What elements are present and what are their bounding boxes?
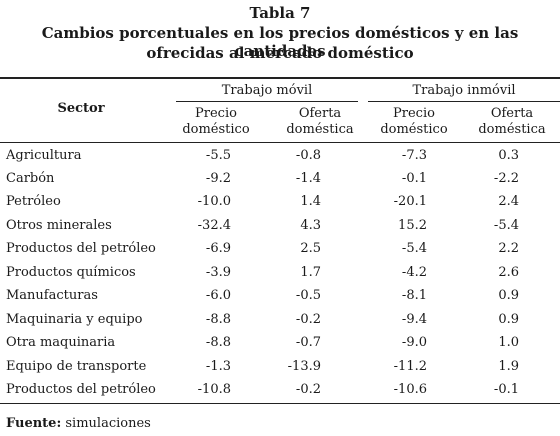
value-cell: -0.2 (295, 382, 321, 397)
col-header-line-1: Precio (195, 106, 237, 121)
group2-rule (368, 101, 560, 102)
col-header-line-2: doméstico (380, 122, 448, 137)
row-label: Manufacturas (6, 288, 98, 303)
group-header-trabajo-inmovil: Trabajo inmóvil (412, 83, 516, 98)
value-cell: -9.0 (401, 335, 427, 350)
value-cell: 0.9 (498, 288, 519, 303)
value-cell: -0.7 (295, 335, 321, 350)
value-cell: -9.2 (205, 171, 231, 186)
row-label: Agricultura (6, 148, 82, 163)
value-cell: -32.4 (197, 218, 231, 233)
value-cell: -8.1 (401, 288, 427, 303)
value-cell: 1.9 (498, 359, 519, 374)
value-cell: -5.4 (493, 218, 519, 233)
value-cell: -1.3 (205, 359, 231, 374)
value-cell: -7.3 (401, 148, 427, 163)
row-label: Petróleo (6, 194, 61, 209)
header-bottom-rule (0, 142, 560, 143)
value-cell: 2.4 (498, 194, 519, 209)
value-cell: -20.1 (393, 194, 427, 209)
col-header-oferta-inmovil: Oferta doméstica (470, 106, 554, 138)
col-header-line-1: Precio (393, 106, 435, 121)
row-label: Productos del petróleo (6, 382, 156, 397)
col-header-line-2: doméstica (286, 122, 354, 137)
value-cell: -0.1 (401, 171, 427, 186)
row-label: Productos químicos (6, 265, 136, 280)
col-header-line-1: Oferta (298, 106, 342, 121)
row-label: Carbón (6, 171, 55, 186)
value-cell: -8.8 (205, 335, 231, 350)
value-cell: 2.6 (498, 265, 519, 280)
value-cell: -10.0 (197, 194, 231, 209)
row-label: Productos del petróleo (6, 241, 156, 256)
value-cell: -5.4 (401, 241, 427, 256)
value-cell: -3.9 (205, 265, 231, 280)
value-cell: -1.4 (295, 171, 321, 186)
value-cell: -6.9 (205, 241, 231, 256)
value-cell: -4.2 (401, 265, 427, 280)
col-header-oferta-movil: Oferta doméstica (280, 106, 360, 138)
row-label: Otros minerales (6, 218, 112, 233)
value-cell: -5.5 (205, 148, 231, 163)
value-cell: -6.0 (205, 288, 231, 303)
col-header-line-2: doméstica (478, 122, 546, 137)
row-label: Otra maquinaria (6, 335, 116, 350)
value-cell: -0.8 (295, 148, 321, 163)
row-label: Equipo de transporte (6, 359, 147, 374)
value-cell: 4.3 (300, 218, 321, 233)
value-cell: 2.5 (300, 241, 321, 256)
value-cell: 15.2 (398, 218, 427, 233)
value-cell: 1.7 (300, 265, 321, 280)
value-cell: -0.5 (295, 288, 321, 303)
value-cell: 0.9 (498, 312, 519, 327)
value-cell: -11.2 (393, 359, 427, 374)
table-caption-line-2: ofrecidas al mercado doméstico (146, 44, 414, 62)
value-cell: -9.4 (401, 312, 427, 327)
value-cell: 1.4 (300, 194, 321, 209)
source-label: Fuente: (6, 416, 62, 431)
source-text: simulaciones (65, 416, 151, 431)
source-note: Fuente: simulaciones (6, 416, 151, 432)
col-header-precio-inmovil: Precio doméstico (374, 106, 454, 138)
top-rule (0, 77, 560, 79)
sector-header: Sector (57, 101, 105, 116)
value-cell: 2.2 (498, 241, 519, 256)
value-cell: 0.3 (498, 148, 519, 163)
col-header-precio-movil: Precio doméstico (176, 106, 256, 138)
table-caption-line-1: Cambios porcentuales en los precios domé… (41, 24, 519, 60)
value-cell: -0.2 (295, 312, 321, 327)
value-cell: 1.0 (498, 335, 519, 350)
table-number: Tabla 7 (249, 4, 311, 22)
row-label: Maquinaria y equipo (6, 312, 143, 327)
value-cell: -13.9 (287, 359, 321, 374)
group-header-trabajo-movil: Trabajo móvil (221, 83, 313, 98)
bottom-rule (0, 403, 560, 404)
value-cell: -2.2 (493, 171, 519, 186)
col-header-line-1: Oferta (490, 106, 534, 121)
group1-rule (176, 101, 358, 102)
value-cell: -8.8 (205, 312, 231, 327)
value-cell: -10.6 (393, 382, 427, 397)
value-cell: -10.8 (197, 382, 231, 397)
value-cell: -0.1 (493, 382, 519, 397)
col-header-line-2: doméstico (182, 122, 250, 137)
